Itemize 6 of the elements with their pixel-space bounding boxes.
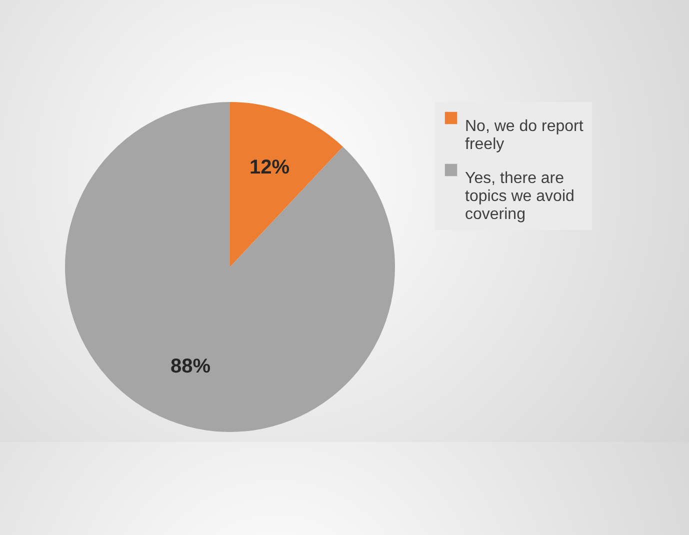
legend-label: No, we do report freely — [465, 118, 584, 153]
data-label: 12% — [249, 156, 290, 178]
pie-slice — [65, 102, 395, 432]
pie-slice — [230, 102, 343, 267]
legend-label: Yes, there are topics we avoid covering — [465, 170, 574, 223]
data-label: 88% — [170, 356, 211, 378]
